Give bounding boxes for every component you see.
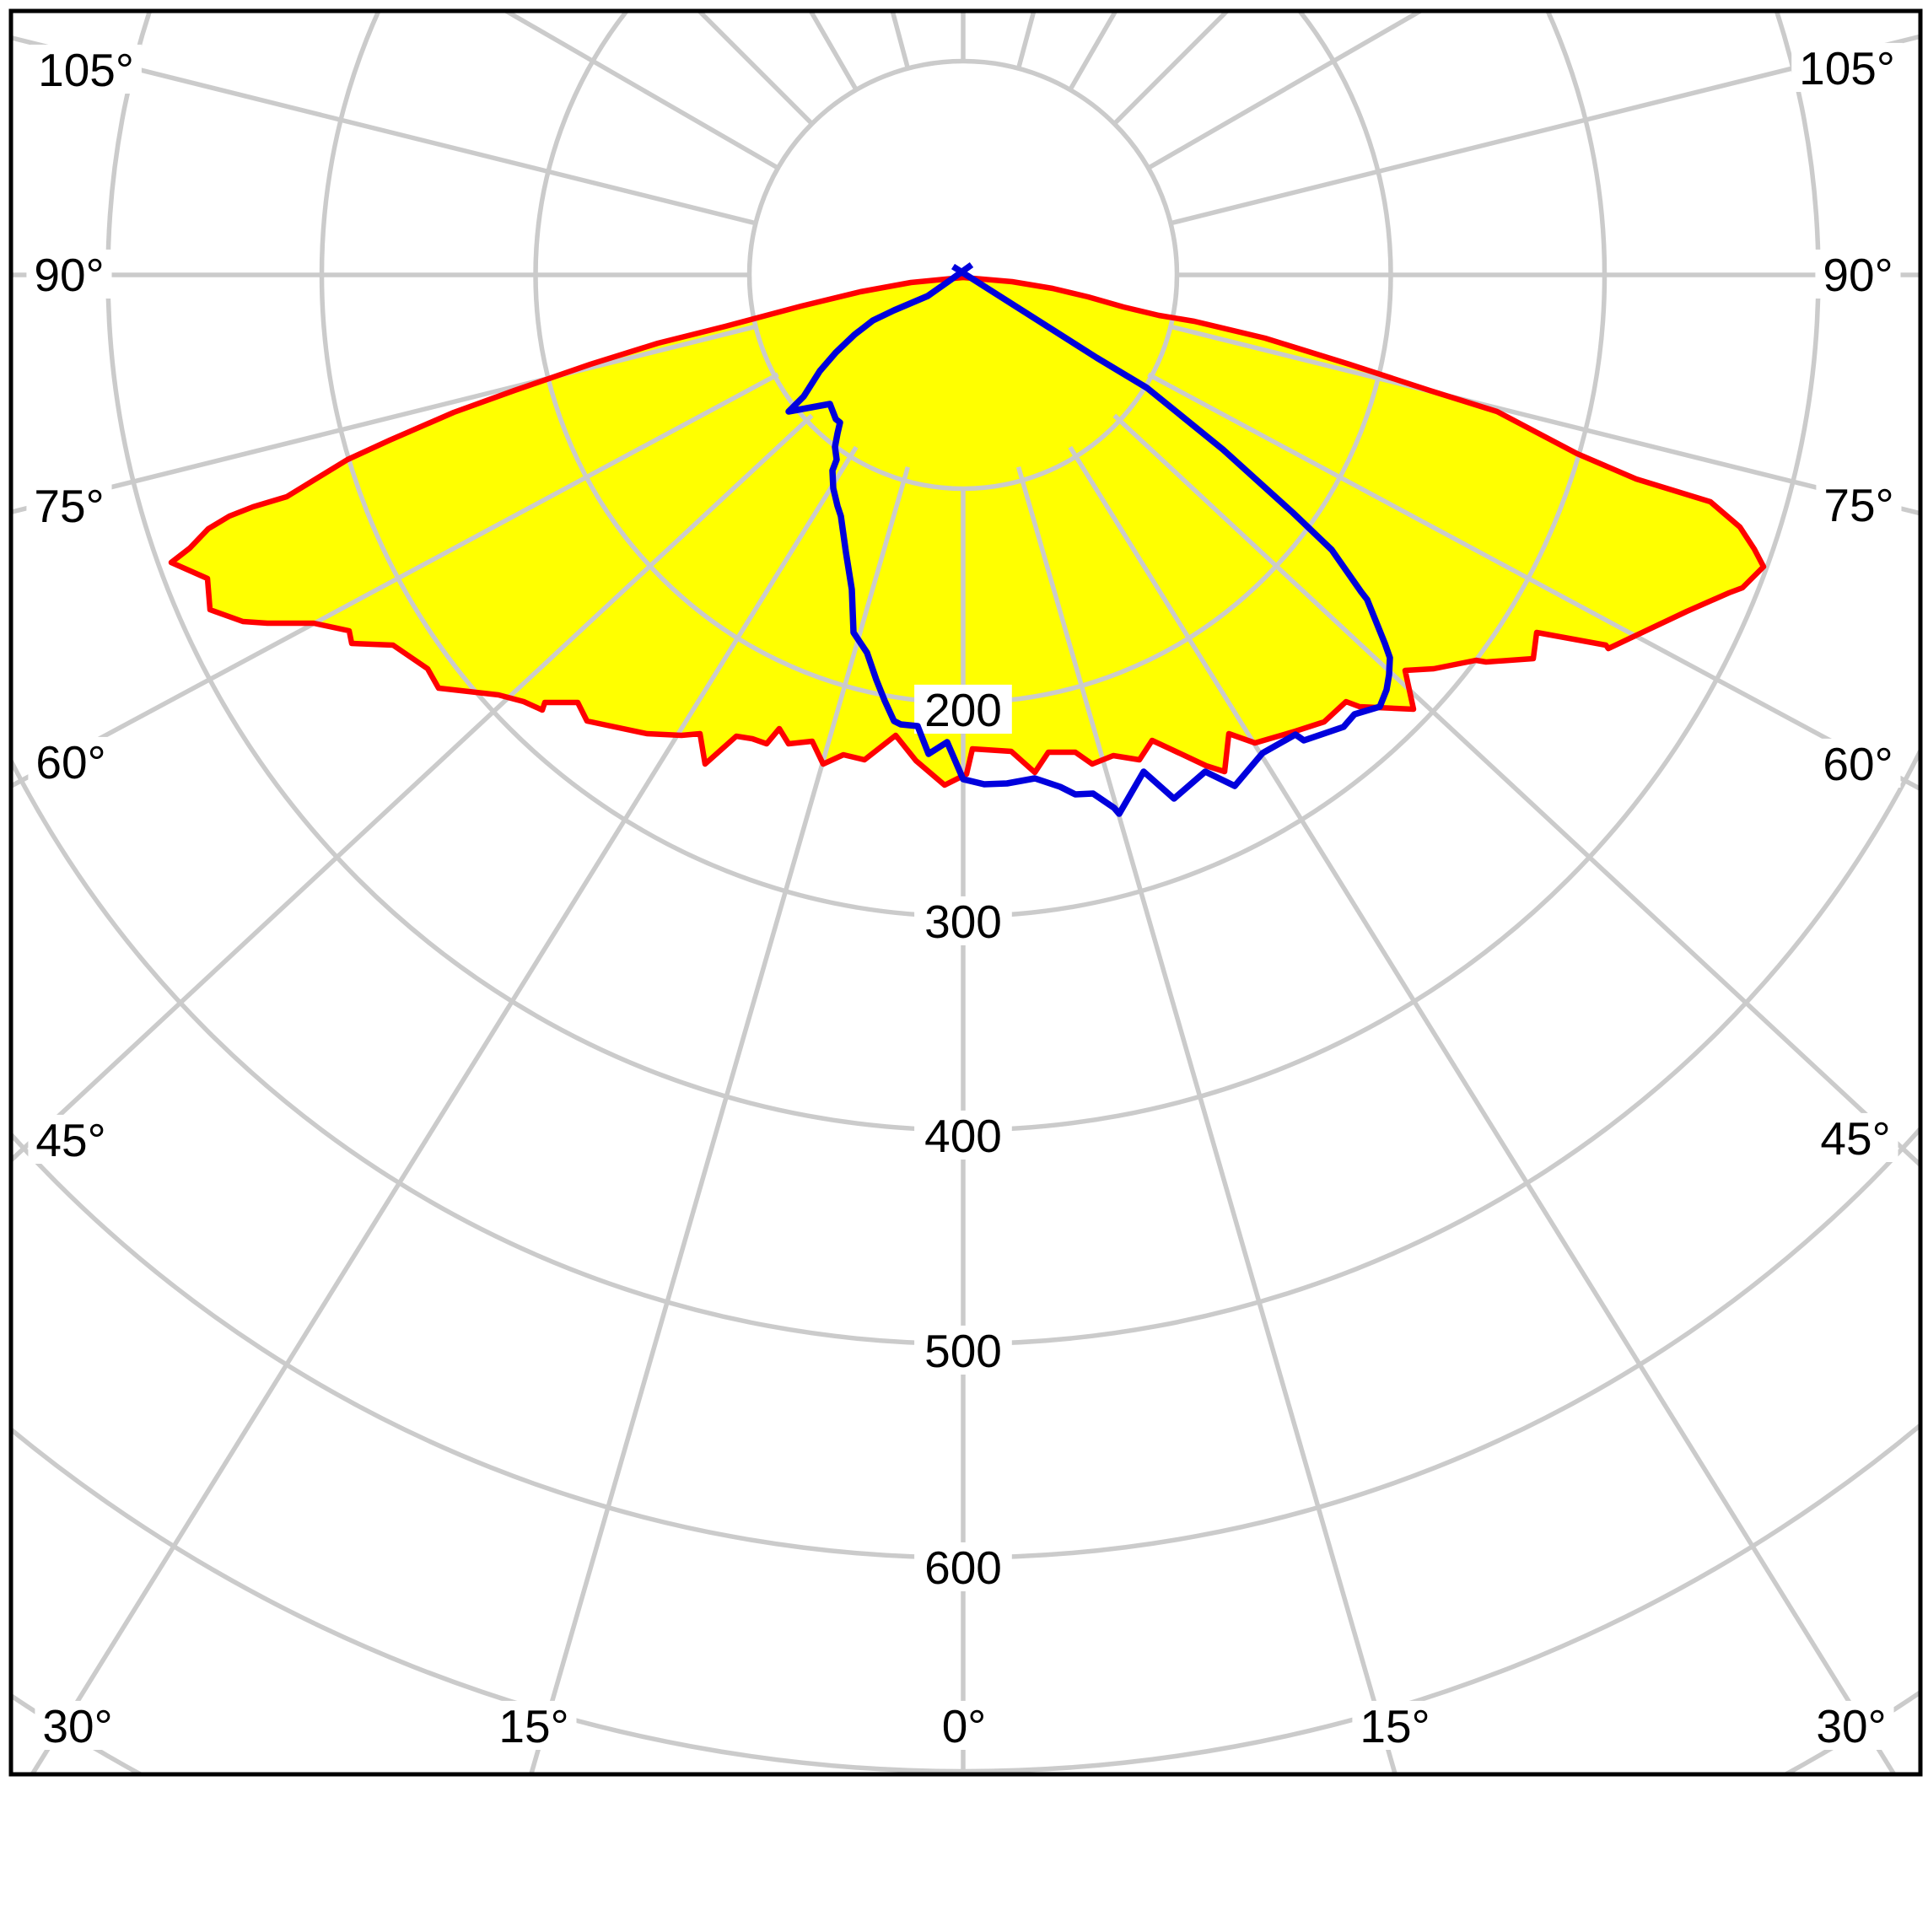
svg-text:30°: 30° bbox=[42, 1700, 112, 1752]
svg-text:600: 600 bbox=[924, 1542, 1002, 1594]
svg-text:90°: 90° bbox=[1823, 249, 1893, 301]
svg-text:30°: 30° bbox=[1816, 1700, 1886, 1752]
svg-text:60°: 60° bbox=[35, 736, 105, 788]
svg-text:0°: 0° bbox=[942, 1700, 987, 1752]
svg-text:60°: 60° bbox=[1823, 738, 1893, 790]
svg-text:15°: 15° bbox=[1360, 1700, 1430, 1752]
svg-text:200: 200 bbox=[924, 684, 1002, 736]
svg-text:105°: 105° bbox=[38, 44, 134, 96]
svg-text:45°: 45° bbox=[35, 1114, 105, 1166]
svg-text:300: 300 bbox=[924, 896, 1002, 948]
svg-text:75°: 75° bbox=[1823, 479, 1893, 531]
svg-text:15°: 15° bbox=[498, 1700, 568, 1752]
svg-text:45°: 45° bbox=[1820, 1112, 1890, 1165]
svg-text:400: 400 bbox=[924, 1110, 1002, 1162]
svg-text:500: 500 bbox=[924, 1325, 1002, 1377]
svg-text:75°: 75° bbox=[34, 480, 104, 532]
svg-text:90°: 90° bbox=[34, 249, 104, 301]
svg-text:105°: 105° bbox=[1799, 42, 1895, 94]
